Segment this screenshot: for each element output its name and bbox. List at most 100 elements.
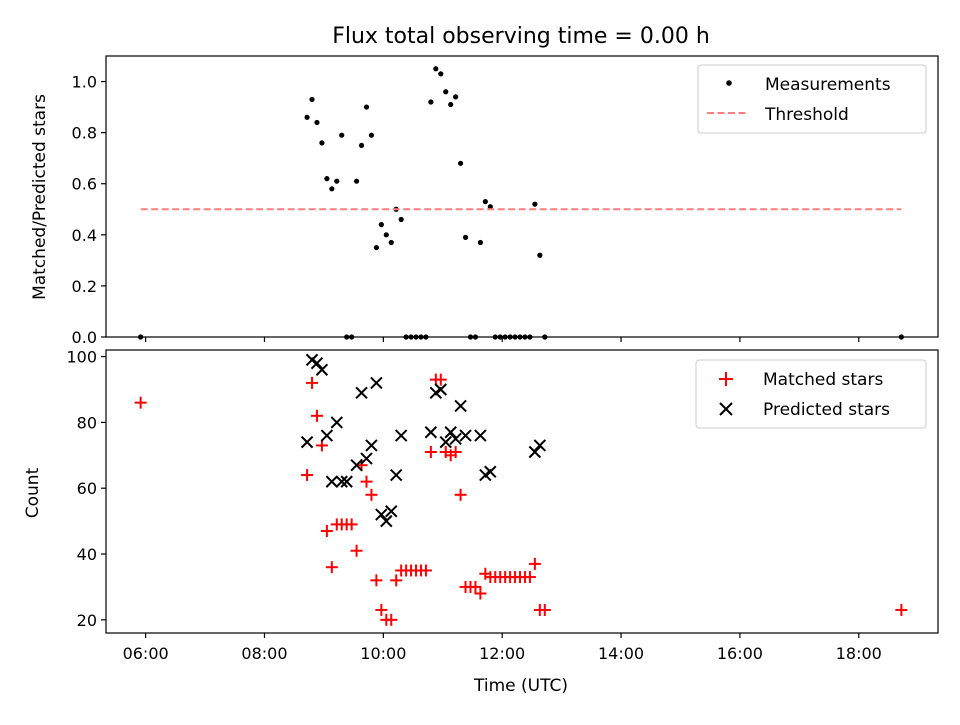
top-legend: Measurements Threshold — [697, 64, 927, 134]
matched-star-point — [434, 373, 447, 386]
predicted-star-point — [350, 458, 363, 472]
predicted-star-point — [424, 426, 438, 439]
matched-star-point — [523, 571, 536, 584]
x-axis-label: Time (UTC) — [473, 676, 568, 696]
predicted-star-point — [484, 465, 497, 478]
matched-star-point — [301, 469, 314, 482]
predicted-star-point — [444, 426, 457, 439]
predicted-star-point — [434, 383, 447, 396]
matched-star-point — [469, 580, 482, 593]
top-ytick-label: 0.0 — [72, 328, 97, 347]
measurement-point — [487, 204, 493, 210]
predicted-star-point — [340, 475, 353, 488]
measurement-point — [373, 244, 379, 251]
measurement-point — [438, 71, 444, 77]
measurement-point — [477, 239, 483, 246]
measurement-point — [324, 176, 330, 182]
predicted-star-point — [385, 505, 398, 518]
matched-star-point — [320, 524, 333, 537]
measurement-point — [319, 140, 325, 146]
measurement-point — [443, 89, 449, 95]
top-ytick-label: 0.4 — [72, 226, 97, 245]
matched-star-point — [385, 613, 398, 626]
measurement-point — [537, 252, 543, 258]
measurement-point — [339, 132, 345, 138]
predicted-star-point — [330, 416, 343, 429]
matched-star-point — [345, 518, 358, 531]
matched-star-point — [449, 446, 462, 459]
measurement-point — [462, 234, 469, 240]
measurement-point — [398, 216, 404, 223]
predicted-star-point — [394, 429, 408, 442]
predicted-star-point — [370, 376, 383, 390]
bottom-y-axis-label: Count — [23, 467, 43, 518]
predicted-star-point — [365, 439, 378, 452]
bottom-legend: Matched stars Predicted stars — [695, 359, 927, 429]
measurement-point — [358, 142, 365, 149]
matched-star-point — [375, 603, 388, 616]
predicted-star-point — [380, 514, 393, 528]
predicted-star-point — [390, 468, 403, 482]
bottom-legend-box — [695, 359, 927, 429]
legend-measurements-marker — [726, 80, 732, 86]
predicted-star-point — [528, 445, 542, 459]
predicted-star-point — [449, 432, 462, 446]
matched-star-point — [419, 564, 432, 577]
bottom-ytick-label: 100 — [66, 348, 97, 367]
matched-star-point — [306, 376, 319, 389]
measurement-point — [428, 99, 434, 105]
predicted-star-point — [315, 363, 329, 376]
measurement-point — [453, 94, 459, 100]
predicted-star-point — [474, 429, 487, 442]
legend-predicted-marker — [719, 402, 733, 416]
measurement-point — [353, 178, 360, 184]
measurement-point — [314, 119, 320, 126]
bottom-axes-frame — [105, 349, 939, 634]
bottom-xtick-label: 14:00 — [598, 644, 644, 663]
matched-star-point — [474, 587, 487, 600]
predicted-star-point — [300, 435, 314, 449]
matched-star-point — [454, 488, 467, 501]
legend-measurements-label: Measurements — [765, 75, 891, 95]
predicted-star-point — [360, 452, 373, 465]
predicted-star-point — [454, 399, 467, 413]
measurement-point — [433, 66, 439, 72]
bottom-ytick-label: 60 — [77, 479, 97, 498]
bottom-ytick-label: 40 — [77, 545, 97, 564]
predicted-star-point — [459, 429, 472, 442]
matched-star-point — [370, 574, 383, 587]
measurement-point — [304, 114, 310, 120]
matched-star-point — [424, 446, 437, 459]
measurement-point — [532, 201, 538, 207]
legend-matched-marker — [719, 372, 733, 386]
measurement-point — [482, 199, 488, 205]
predicted-star-point — [439, 435, 452, 449]
predicted-star-point — [375, 508, 388, 521]
top-ytick-label: 0.8 — [72, 124, 97, 143]
legend-predicted-label: Predicted stars — [763, 400, 890, 420]
measurement-point — [448, 101, 454, 108]
bottom-ytick-label: 80 — [77, 413, 97, 432]
top-y-axis-label: Matched/Predicted stars — [30, 94, 50, 300]
measurement-point — [388, 239, 394, 246]
predicted-star-point — [335, 475, 348, 488]
measurement-point — [383, 232, 389, 238]
measurement-point — [368, 132, 375, 138]
top-ytick-label: 0.6 — [72, 175, 97, 194]
chart-title: Flux total observing time = 0.00 h — [332, 24, 710, 49]
bottom-xtick-label: 08:00 — [241, 644, 287, 663]
bottom-xtick-label: 10:00 — [360, 644, 406, 663]
top-ytick-label: 0.2 — [72, 277, 97, 296]
matched-star-point — [895, 603, 908, 616]
top-axes-frame — [105, 55, 939, 338]
matched-star-point — [528, 557, 541, 570]
bottom-xtick-label: 12:00 — [479, 644, 525, 663]
measurement-point — [329, 186, 335, 192]
bottom-ytick-label: 20 — [77, 611, 97, 630]
bottom-xtick-label: 06:00 — [123, 644, 169, 663]
matched-star-point — [360, 475, 373, 488]
measurement-point — [309, 96, 315, 103]
top-legend-box — [697, 64, 927, 134]
